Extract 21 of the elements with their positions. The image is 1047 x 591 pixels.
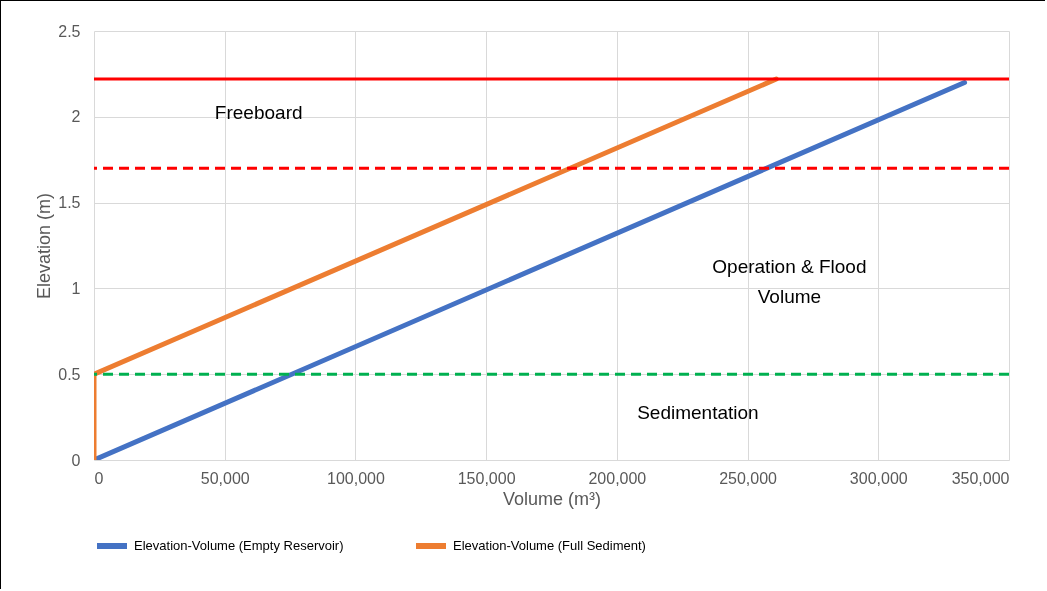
legend-label: Elevation-Volume (Empty Reservoir) — [134, 538, 344, 553]
y-axis-title: Elevation (m) — [34, 192, 55, 300]
y-tick-label: 0 — [71, 451, 81, 469]
x-tick-label: 50,000 — [200, 469, 250, 487]
annotation: Operation & Flood Volume — [712, 255, 867, 307]
x-tick-label: 300,000 — [849, 469, 908, 487]
y-tick-label: 1.5 — [58, 194, 81, 212]
x-tick-label: 250,000 — [719, 469, 778, 487]
y-tick-label: 2.5 — [58, 22, 81, 40]
annotation: Freeboard — [214, 101, 303, 123]
x-tick-label: 350,000 — [951, 469, 1010, 487]
y-tick-label: 2 — [71, 108, 81, 126]
y-tick-label: 1 — [71, 279, 81, 297]
x-tick-label: 150,000 — [457, 469, 516, 487]
x-tick-label: 100,000 — [327, 469, 385, 487]
annotation: Sedimentation — [637, 401, 759, 423]
x-tick-label: 0 — [94, 469, 104, 487]
x-tick-label: 200,000 — [588, 469, 647, 487]
y-tick-label: 0.5 — [58, 365, 81, 383]
legend-label: Elevation-Volume (Full Sediment) — [453, 538, 646, 553]
x-axis-title: Volume (m³) — [502, 488, 602, 509]
